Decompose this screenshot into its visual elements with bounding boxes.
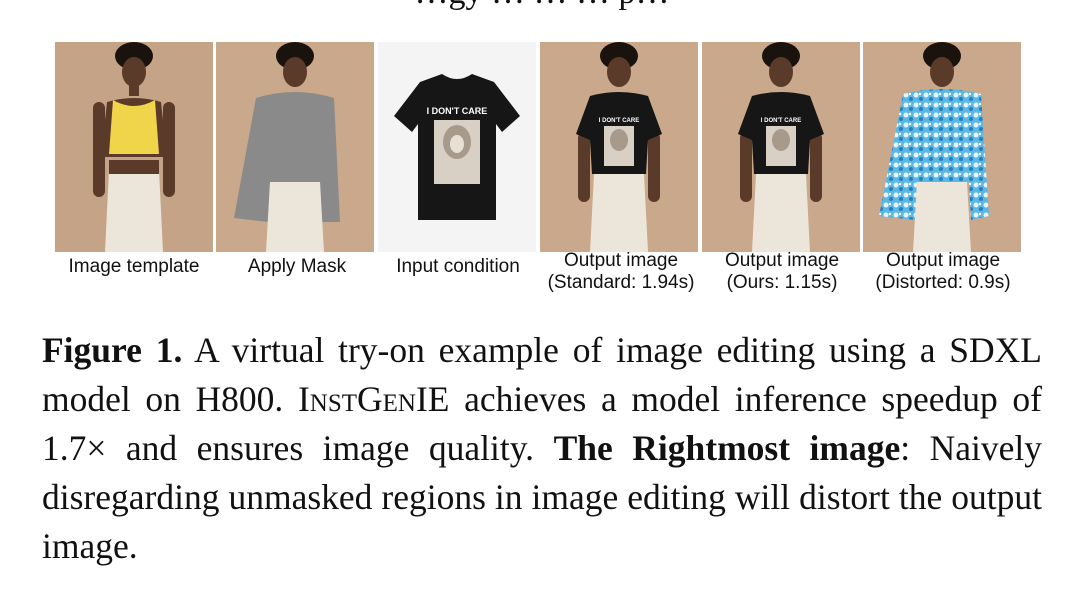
figure-caption: Figure 1. A virtual try-on example of im…	[42, 326, 1042, 571]
panel-apply-mask	[216, 42, 374, 252]
caption-text-2: achieves a model inference speedup of 1.…	[42, 379, 1042, 468]
panel-output-ours: I DON'T CARE	[702, 42, 860, 252]
model-photo-output-standard: I DON'T CARE	[540, 42, 698, 252]
panel-input-condition: I DON'T CARE	[378, 42, 536, 252]
caption-output-distorted: Output image (Distorted: 0.9s)	[858, 250, 1028, 294]
figure-image-row: I DON'T CARE I DON'T CARE	[55, 42, 1023, 304]
tshirt-print-text: I DON'T CARE	[761, 118, 801, 124]
caption-line2: (Distorted: 0.9s)	[875, 272, 1011, 293]
panel-output-standard: I DON'T CARE	[540, 42, 698, 252]
model-photo-masked	[216, 42, 374, 252]
figure-label: Figure 1.	[42, 330, 183, 370]
caption-apply-mask: Apply Mask	[212, 256, 382, 278]
system-name: InstGenIE	[297, 379, 450, 419]
caption-text-1: A virtual try-on example of image editin…	[42, 330, 1042, 419]
caption-output-standard: Output image (Standard: 1.94s)	[536, 250, 706, 294]
caption-line1: Output image	[724, 250, 840, 271]
cut-off-heading: …gy … … … p…	[0, 0, 1084, 10]
caption-line2: (Ours: 1.15s)	[726, 272, 838, 293]
panel-output-distorted	[863, 42, 1021, 252]
caption-line1: Input condition	[396, 256, 520, 277]
model-photo-output-distorted	[863, 42, 1021, 252]
tshirt-print-text: I DON'T CARE	[599, 118, 639, 124]
caption-input-condition: Input condition	[373, 256, 543, 278]
caption-line1: Output image	[563, 250, 679, 271]
tshirt-print-text: I DON'T CARE	[427, 106, 488, 116]
caption-line1: Image template	[68, 256, 200, 277]
panel-image-template	[55, 42, 213, 252]
caption-image-template: Image template	[49, 256, 219, 278]
caption-line2: (Standard: 1.94s)	[547, 272, 695, 293]
caption-output-ours: Output image (Ours: 1.15s)	[697, 250, 867, 294]
caption-emphasis: The Rightmost image	[553, 428, 901, 468]
tshirt-image: I DON'T CARE	[378, 42, 536, 252]
caption-text-3: : Naively disregarding unmasked regions …	[42, 428, 1042, 566]
caption-line1: Apply Mask	[247, 256, 347, 277]
model-photo-output-ours: I DON'T CARE	[702, 42, 860, 252]
model-photo-template	[55, 42, 213, 252]
caption-line1: Output image	[885, 250, 1001, 271]
